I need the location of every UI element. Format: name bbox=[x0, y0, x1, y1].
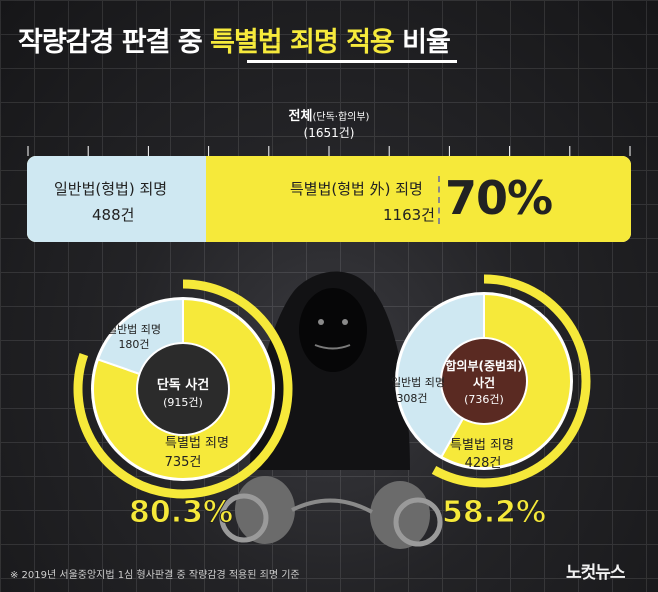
total-title: 전체 bbox=[288, 109, 313, 124]
title-underline bbox=[247, 60, 457, 63]
left-percent: 80.3% bbox=[129, 495, 233, 530]
footnote: ※ 2019년 서울중앙지법 1심 형사판결 중 작량감경 적용된 죄명 기준 bbox=[10, 570, 300, 581]
title-highlight: 특별법 죄명 적용 bbox=[210, 27, 395, 58]
pie-center bbox=[136, 342, 230, 436]
right-general-value: 308건 bbox=[396, 392, 427, 405]
total-heading: 전체(단독·합의부) bbox=[0, 105, 658, 124]
right-percent: 58.2% bbox=[442, 495, 546, 530]
bar-special-value: 1163건 bbox=[383, 206, 435, 224]
left-center-total: (915건) bbox=[163, 396, 203, 409]
right-special-label: 특별법 죄명 bbox=[450, 438, 514, 453]
left-center-title: 단독 사건 bbox=[157, 377, 209, 393]
logo: 노컷뉴스 bbox=[566, 563, 626, 583]
handcuffs-illustration bbox=[219, 476, 443, 549]
right-general-label: 일반법 죄명 bbox=[391, 375, 445, 389]
left-special-value: 735건 bbox=[165, 455, 202, 470]
outer-ring bbox=[431, 274, 591, 488]
bar-general-value: 488건 bbox=[92, 206, 135, 224]
right-center-title: 합의부(중범죄) bbox=[445, 358, 522, 373]
bar-special-label: 특별법(형법 外) 죄명 bbox=[290, 180, 423, 198]
title-part1: 작량감경 판결 중 bbox=[18, 27, 211, 58]
left-special-label: 특별법 죄명 bbox=[165, 436, 229, 451]
total-subtitle: (단독·합의부) bbox=[312, 112, 370, 123]
outer-ring bbox=[73, 279, 293, 499]
pie-single-judge bbox=[73, 279, 293, 499]
pie-center bbox=[440, 337, 528, 425]
right-center-sub: 사건 bbox=[473, 375, 495, 390]
bar-ticks bbox=[27, 146, 631, 156]
pie-panel bbox=[395, 274, 591, 488]
total-count: (1651건) bbox=[303, 126, 355, 140]
bar-divider bbox=[438, 176, 440, 224]
hooded-figure-illustration bbox=[250, 271, 410, 470]
bar-general-label: 일반법(형법) 죄명 bbox=[54, 180, 168, 198]
left-general-value: 180건 bbox=[118, 338, 149, 351]
title-part2: 비율 bbox=[393, 27, 451, 58]
page-title: 작량감경 판결 중 특별법 죄명 적용 비율 bbox=[18, 20, 451, 59]
total-stacked-bar bbox=[27, 156, 631, 242]
right-special-value: 428건 bbox=[465, 456, 502, 471]
total-percent: 70% bbox=[445, 171, 553, 225]
left-general-label: 일반법 죄명 bbox=[107, 322, 161, 336]
right-center-total: (736건) bbox=[464, 393, 504, 406]
bar-segment-general bbox=[27, 156, 206, 242]
bar-segment-special bbox=[205, 156, 631, 242]
